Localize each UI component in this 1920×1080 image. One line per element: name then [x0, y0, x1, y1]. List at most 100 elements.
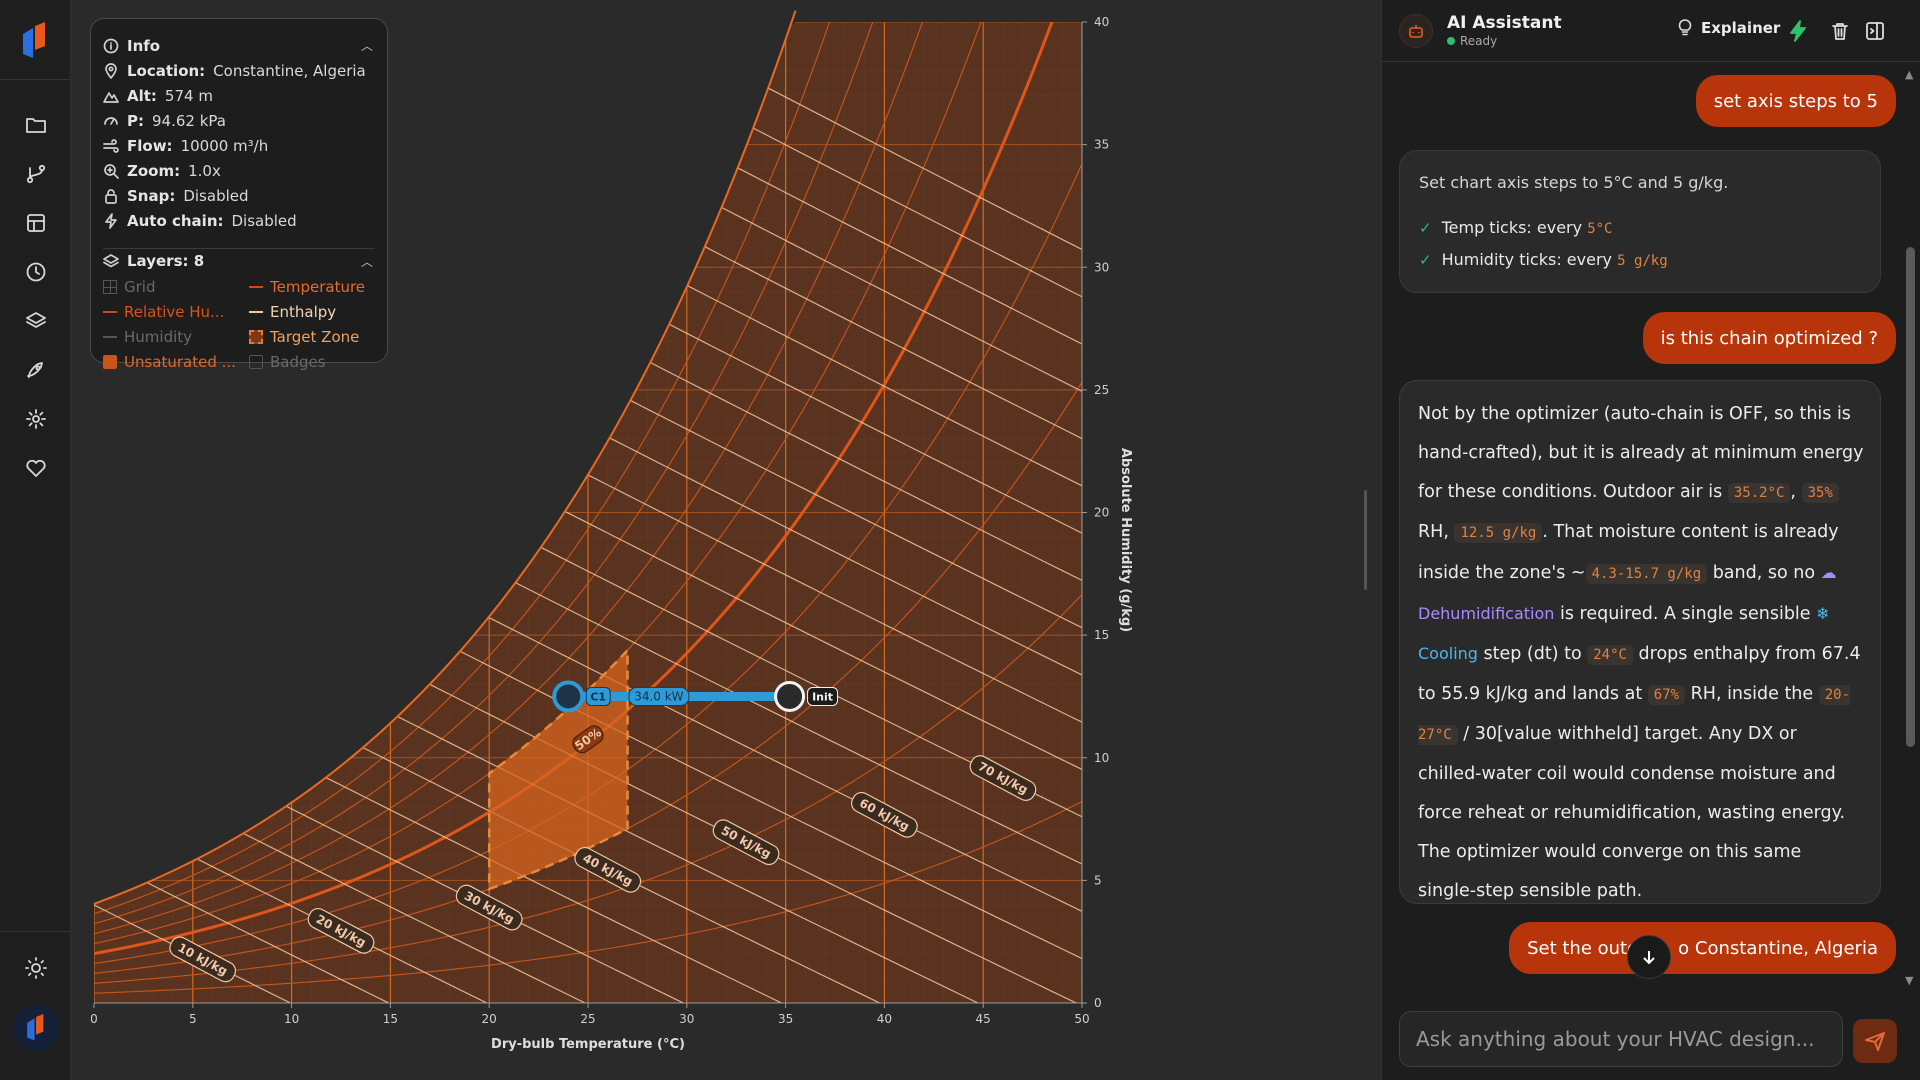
info-value: Constantine, Algeria	[213, 62, 366, 80]
c1-point-handle[interactable]	[552, 680, 585, 713]
text-segment: . That moisture content is already insid…	[1418, 522, 1839, 583]
layer-toggle-grid[interactable]: Grid	[103, 277, 155, 297]
scrollbar-thumb[interactable]	[1906, 247, 1915, 747]
info-row-autochain: Auto chain: Disabled	[103, 210, 297, 232]
scroll-down-icon[interactable]: ▼	[1905, 974, 1914, 987]
inline-code: 24°C	[1587, 645, 1633, 665]
info-row-flow: Flow: 10000 m³/h	[103, 135, 268, 157]
sidebar-toggle-icon[interactable]	[1862, 18, 1888, 44]
ai-title: AI Assistant	[1447, 13, 1562, 33]
item-label: Humidity ticks: every	[1441, 250, 1618, 269]
fill-swatch-icon	[103, 355, 117, 369]
x-tick-label: 45	[976, 1012, 991, 1026]
layer-label: Enthalpy	[270, 303, 337, 321]
info-key: Snap:	[127, 187, 176, 205]
init-point-handle[interactable]	[774, 680, 806, 712]
inline-code: 35.2°C	[1727, 483, 1791, 503]
scrollbar[interactable]: ▲ ▼	[1901, 62, 1920, 992]
dashed-box-icon	[249, 330, 263, 344]
user-message[interactable]: Set the outdo o Constantine, Algeria	[1509, 922, 1896, 974]
clock-icon[interactable]	[17, 253, 55, 291]
git-branch-icon[interactable]	[17, 155, 55, 193]
line-swatch-icon	[249, 311, 263, 313]
table-icon[interactable]	[17, 204, 55, 242]
info-header[interactable]: Info	[103, 35, 160, 57]
text-segment: step (dt) to	[1477, 644, 1588, 664]
rh-badge-bg	[572, 725, 604, 754]
info-key: P:	[127, 112, 144, 130]
relative-humidity-curve	[94, 22, 1082, 915]
dehumidification-tag[interactable]: ☁ Dehumidification	[1418, 563, 1837, 623]
line-swatch-icon	[249, 286, 263, 288]
send-button[interactable]	[1853, 1019, 1897, 1063]
c1-badge	[585, 686, 611, 706]
chat-input[interactable]	[1400, 1012, 1842, 1066]
heart-icon[interactable]	[17, 449, 55, 487]
explainer-button[interactable]: Explainer	[1676, 19, 1780, 37]
x-tick-label: 40	[877, 1012, 892, 1026]
rocket-icon[interactable]	[17, 351, 55, 389]
check-icon: ✓	[1419, 218, 1432, 237]
target-zone[interactable]	[487, 647, 629, 891]
tag-label: Dehumidification	[1418, 604, 1555, 623]
info-divider	[103, 248, 375, 249]
scroll-up-icon[interactable]: ▲	[1905, 68, 1914, 81]
lightning-icon[interactable]	[1785, 18, 1811, 44]
layer-toggle-humidity[interactable]: Humidity	[103, 327, 192, 347]
y-tick-label: 30	[1094, 260, 1109, 274]
layers-icon[interactable]	[17, 302, 55, 340]
x-tick-label: 5	[189, 1012, 197, 1026]
x-axis-label: Dry-bulb Temperature (°C)	[491, 1037, 685, 1052]
chat-input-wrapper	[1399, 1011, 1843, 1067]
power-badge-label: 34.0 kW	[634, 689, 683, 703]
layer-toggle-badges[interactable]: Badges	[249, 352, 326, 372]
y-tick-label: 35	[1094, 138, 1109, 152]
line-swatch-icon	[103, 336, 117, 338]
message-list[interactable]: set axis steps to 5 Set chart axis steps…	[1382, 62, 1902, 992]
lightbulb-icon	[1678, 19, 1692, 36]
sun-icon[interactable]	[17, 949, 55, 987]
user-message[interactable]: is this chain optimized ?	[1642, 312, 1896, 364]
explainer-label: Explainer	[1701, 19, 1781, 37]
layer-toggle-unsaturated[interactable]: Unsaturated ...	[103, 352, 236, 372]
settings-icon[interactable]	[17, 400, 55, 438]
trash-icon[interactable]	[1827, 18, 1853, 44]
layer-toggle-enthalpy[interactable]: Enthalpy	[249, 302, 336, 322]
assistant-message: Not by the optimizer (auto-chain is OFF,…	[1399, 380, 1881, 904]
app-logo[interactable]	[21, 22, 49, 60]
relative-humidity-curve	[94, 801, 1082, 994]
layer-toggle-relative-humidity[interactable]: Relative Hu...	[103, 302, 224, 322]
relative-humidity-curve	[94, 594, 1082, 984]
text-segment: drops enthalpy from 67.4 to 55.9 kJ/kg a…	[1418, 644, 1861, 704]
ai-status: Ready	[1447, 34, 1497, 48]
enthalpy-line	[94, 756, 569, 1003]
layer-label: Unsaturated ...	[124, 353, 236, 371]
info-value: 1.0x	[188, 162, 221, 180]
chevron-up-icon[interactable]: ︿	[360, 39, 373, 53]
scroll-to-bottom-button[interactable]	[1627, 935, 1671, 979]
zoom-icon	[103, 163, 119, 179]
enthalpy-line	[94, 805, 470, 1003]
layer-toggle-temperature[interactable]: Temperature	[249, 277, 365, 297]
user-message[interactable]: set axis steps to 5	[1695, 75, 1896, 127]
text-segment: RH, inside the	[1685, 684, 1819, 704]
info-key: Auto chain:	[127, 212, 224, 230]
inline-code: 67%	[1647, 685, 1686, 705]
avatar[interactable]	[13, 1005, 59, 1051]
chevron-up-icon[interactable]: ︿	[360, 255, 373, 269]
info-key: Zoom:	[127, 162, 181, 180]
folder-icon[interactable]	[17, 106, 55, 144]
y-tick-label: 40	[1094, 15, 1109, 29]
resize-handle[interactable]	[1364, 490, 1367, 590]
gauge-icon	[103, 113, 119, 129]
layers-header[interactable]: Layers: 8	[103, 250, 204, 272]
layer-toggle-target-zone[interactable]: Target Zone	[249, 327, 359, 347]
message-text: is this chain optimized ?	[1660, 327, 1878, 349]
info-value: 10000 m³/h	[180, 137, 269, 155]
cooling-tag[interactable]: ❄ Cooling	[1418, 604, 1830, 663]
enthalpy-badge-bg	[307, 907, 375, 954]
text-segment: ,	[1790, 482, 1802, 502]
enthalpy-badge-bg	[455, 884, 523, 931]
ai-assistant-panel: AI Assistant Ready Explainer set axis st…	[1381, 0, 1920, 1080]
